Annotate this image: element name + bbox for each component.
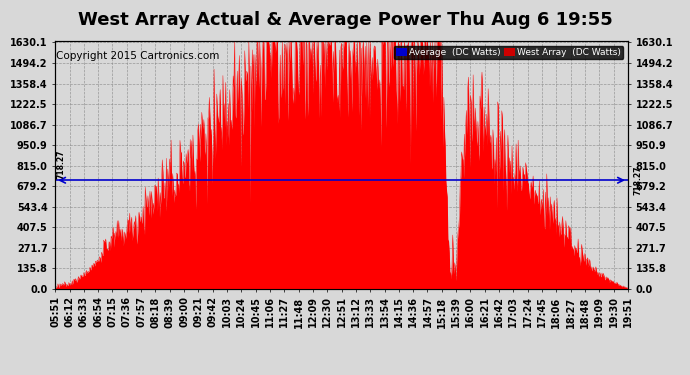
Text: West Array Actual & Average Power Thu Aug 6 19:55: West Array Actual & Average Power Thu Au… xyxy=(77,11,613,29)
Text: 718.27: 718.27 xyxy=(633,165,642,195)
Legend: Average  (DC Watts), West Array  (DC Watts): Average (DC Watts), West Array (DC Watts… xyxy=(393,46,623,59)
Text: Copyright 2015 Cartronics.com: Copyright 2015 Cartronics.com xyxy=(57,51,219,61)
Text: 718.27: 718.27 xyxy=(57,149,66,179)
